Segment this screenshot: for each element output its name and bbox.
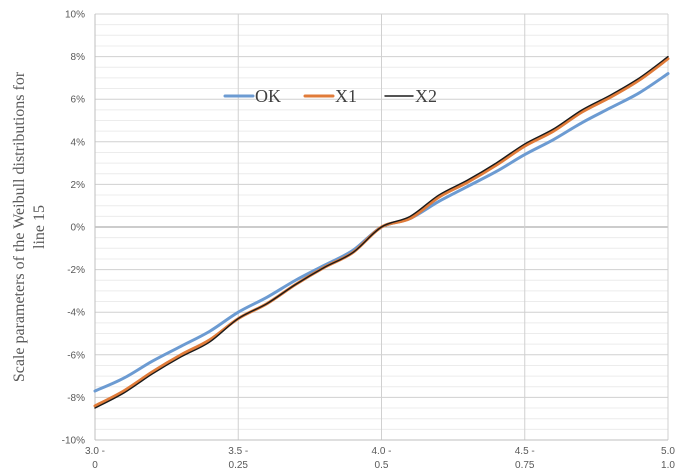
y-tick-label: -10% — [62, 436, 85, 447]
x-tick-label: 3.0 - — [85, 446, 105, 457]
x-tick-label: 4.5 - — [515, 446, 535, 457]
x-tick-label: 0.5 — [375, 460, 389, 471]
series-line-x2 — [94, 55, 669, 409]
y-axis-label: Scale parameters of the Weibull distribu… — [11, 71, 48, 382]
legend-item-x2: X2 — [384, 86, 437, 106]
y-tick-label: 4% — [71, 137, 86, 148]
legend-label: OK — [255, 86, 281, 106]
x-tick-label: 5.0 — [661, 446, 675, 457]
y-tick-label: 2% — [71, 180, 86, 191]
legend-item-x1: X1 — [303, 86, 357, 106]
y-tick-label: -2% — [67, 265, 85, 276]
x-tick-label: 0 — [92, 460, 98, 471]
legend-label: X1 — [335, 86, 357, 106]
grid — [94, 13, 669, 441]
y-tick-label: -4% — [67, 308, 85, 319]
y-tick-label: -8% — [67, 393, 85, 404]
x-tick-label: 0.75 — [515, 460, 535, 471]
y-axis-label-line: Scale parameters of the Weibull distribu… — [11, 71, 28, 382]
y-tick-label: 6% — [71, 95, 86, 106]
x-tick-label: 3.5 - — [228, 446, 248, 457]
x-tick-label: 1.0 — [661, 460, 675, 471]
y-tick-label: -6% — [67, 350, 85, 361]
x-tick-label: 4.0 - — [371, 446, 391, 457]
y-tick-label: 8% — [71, 52, 86, 63]
y-tick-label: 10% — [65, 10, 85, 21]
legend: OK X1 X2 — [223, 86, 437, 106]
y-tick-label: 0% — [71, 223, 86, 234]
x-tick-label: 0.25 — [229, 460, 249, 471]
axes: -10% -8% -6% -4% -2% 0% 2% 4% 6% 8% 10% 3.0 - 0 3.5 -… — [62, 10, 675, 472]
legend-item-ok: OK — [223, 86, 281, 106]
legend-label: X2 — [415, 86, 437, 106]
y-axis-label-line: line 15 — [31, 205, 48, 249]
series-lines — [93, 55, 670, 409]
